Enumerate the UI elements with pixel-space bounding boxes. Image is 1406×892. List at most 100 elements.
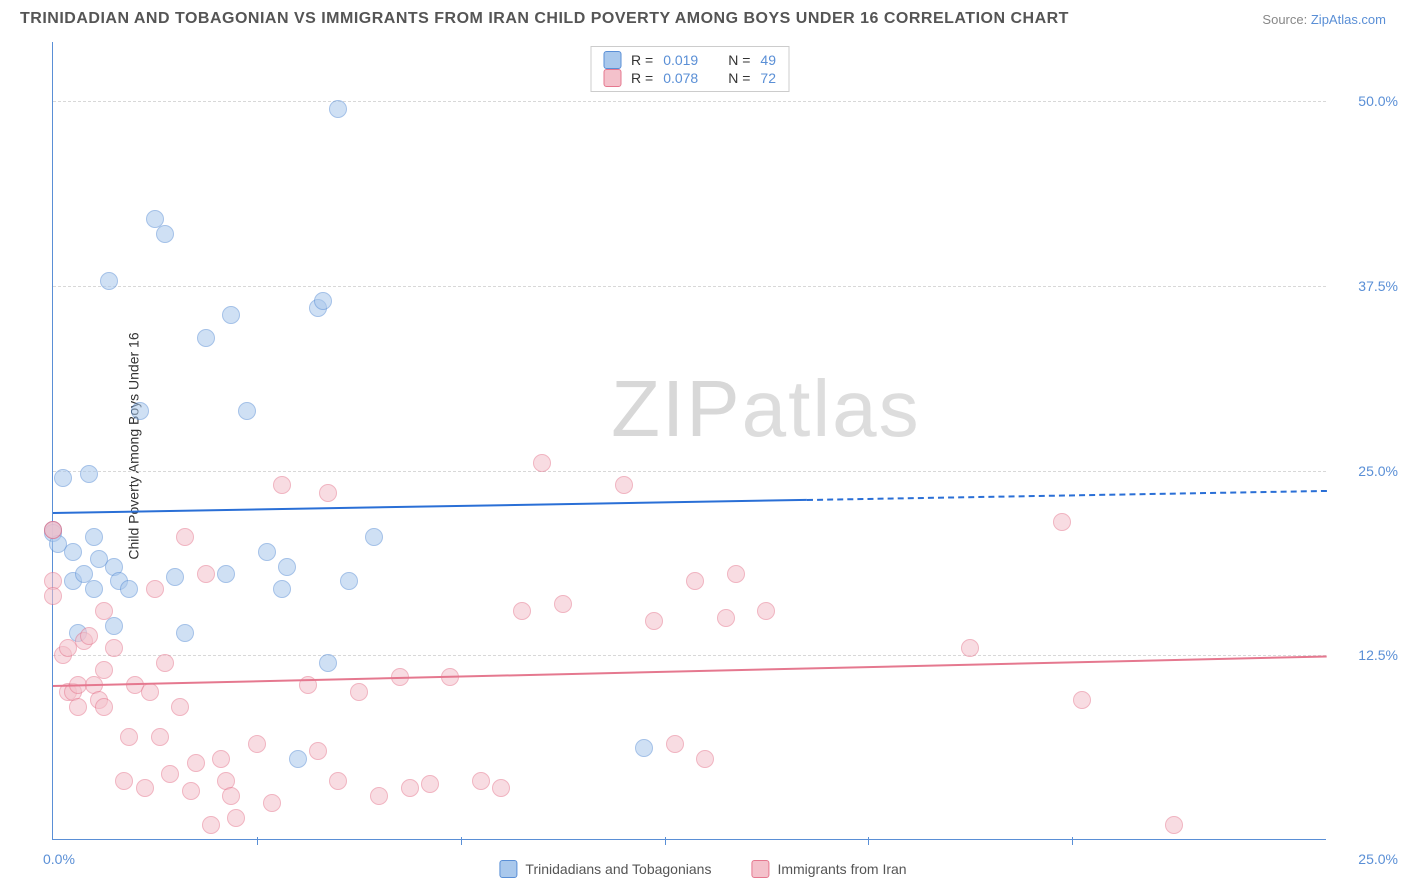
scatter-point	[696, 750, 714, 768]
y-tick-label: 50.0%	[1358, 93, 1398, 109]
series-legend-item: Immigrants from Iran	[751, 860, 906, 878]
correlation-legend: R = 0.019 N = 49R = 0.078 N = 72	[590, 46, 789, 92]
scatter-point	[151, 728, 169, 746]
scatter-point	[141, 683, 159, 701]
scatter-point	[105, 639, 123, 657]
scatter-point	[309, 742, 327, 760]
source-attribution: Source: ZipAtlas.com	[1262, 12, 1386, 27]
legend-n-label: N =	[728, 70, 750, 86]
scatter-point	[95, 698, 113, 716]
legend-n-value: 49	[760, 52, 776, 68]
scatter-point	[44, 521, 62, 539]
scatter-point	[686, 572, 704, 590]
y-tick-label: 25.0%	[1358, 463, 1398, 479]
scatter-point	[533, 454, 551, 472]
scatter-point	[472, 772, 490, 790]
legend-swatch	[751, 860, 769, 878]
scatter-point	[370, 787, 388, 805]
scatter-point	[156, 225, 174, 243]
scatter-point	[263, 794, 281, 812]
scatter-point	[95, 602, 113, 620]
scatter-point	[401, 779, 419, 797]
legend-r-label: R =	[631, 70, 653, 86]
scatter-point	[176, 624, 194, 642]
x-tick-mark	[257, 837, 258, 845]
scatter-point	[100, 272, 118, 290]
scatter-point	[85, 580, 103, 598]
scatter-point	[80, 465, 98, 483]
y-tick-label: 37.5%	[1358, 278, 1398, 294]
scatter-point	[492, 779, 510, 797]
scatter-point	[187, 754, 205, 772]
scatter-point	[161, 765, 179, 783]
watermark: ZIPatlas	[611, 363, 920, 455]
scatter-point	[212, 750, 230, 768]
scatter-point	[238, 402, 256, 420]
x-tick-mark	[1072, 837, 1073, 845]
scatter-point	[136, 779, 154, 797]
source-label: Source:	[1262, 12, 1307, 27]
legend-r-value: 0.078	[663, 70, 698, 86]
scatter-point	[202, 816, 220, 834]
gridline	[53, 286, 1326, 287]
gridline	[53, 471, 1326, 472]
scatter-point	[1073, 691, 1091, 709]
scatter-point	[329, 772, 347, 790]
scatter-point	[258, 543, 276, 561]
scatter-point	[1053, 513, 1071, 531]
chart-plot-area: ZIPatlas R =0.019N =49R =0.078N =72 12.5…	[52, 42, 1326, 840]
scatter-point	[248, 735, 266, 753]
scatter-point	[80, 627, 98, 645]
scatter-point	[757, 602, 775, 620]
scatter-point	[120, 728, 138, 746]
scatter-point	[727, 565, 745, 583]
scatter-point	[350, 683, 368, 701]
plot-inner: ZIPatlas R =0.019N =49R =0.078N =72 12.5…	[53, 42, 1326, 839]
scatter-point	[217, 565, 235, 583]
legend-row: R = 0.078 N = 72	[603, 69, 776, 87]
scatter-point	[54, 469, 72, 487]
scatter-point	[85, 528, 103, 546]
scatter-point	[1165, 816, 1183, 834]
series-legend: Trinidadians and Tobagonians Immigrants f…	[499, 860, 906, 878]
legend-swatch	[499, 860, 517, 878]
scatter-point	[146, 580, 164, 598]
scatter-point	[635, 739, 653, 757]
scatter-point	[319, 654, 337, 672]
legend-r-value: 0.019	[663, 52, 698, 68]
scatter-point	[329, 100, 347, 118]
chart-title: TRINIDADIAN AND TOBAGONIAN VS IMMIGRANTS…	[20, 10, 1069, 28]
scatter-point	[645, 612, 663, 630]
scatter-point	[227, 809, 245, 827]
scatter-point	[222, 787, 240, 805]
scatter-point	[421, 775, 439, 793]
scatter-point	[340, 572, 358, 590]
scatter-point	[961, 639, 979, 657]
scatter-point	[197, 329, 215, 347]
scatter-point	[365, 528, 383, 546]
scatter-point	[554, 595, 572, 613]
x-tick-min: 0.0%	[43, 851, 75, 867]
scatter-point	[105, 617, 123, 635]
scatter-point	[717, 609, 735, 627]
watermark-text-b: atlas	[742, 364, 921, 453]
trend-line	[53, 655, 1327, 687]
series-legend-label: Trinidadians and Tobagonians	[525, 861, 711, 877]
scatter-point	[44, 587, 62, 605]
scatter-point	[171, 698, 189, 716]
scatter-point	[666, 735, 684, 753]
legend-swatch	[603, 51, 621, 69]
scatter-point	[273, 476, 291, 494]
series-legend-label: Immigrants from Iran	[777, 861, 906, 877]
series-legend-item: Trinidadians and Tobagonians	[499, 860, 711, 878]
trend-line	[53, 499, 807, 514]
legend-swatch	[603, 69, 621, 87]
x-tick-mark	[461, 837, 462, 845]
scatter-point	[120, 580, 138, 598]
scatter-point	[131, 402, 149, 420]
scatter-point	[69, 698, 87, 716]
x-tick-max: 25.0%	[1358, 851, 1398, 867]
scatter-point	[289, 750, 307, 768]
legend-n-value: 72	[760, 70, 776, 86]
scatter-point	[273, 580, 291, 598]
